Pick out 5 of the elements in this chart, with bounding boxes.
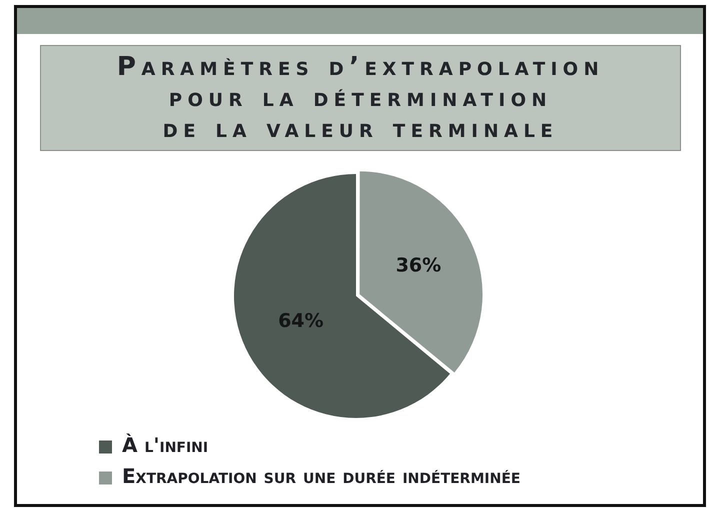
legend-label: Extrapolation sur une durée indéterminée — [122, 464, 520, 488]
data-label: 64% — [278, 310, 324, 332]
data-label: 36% — [396, 254, 442, 277]
legend-label: À l'infini — [122, 433, 208, 458]
chart-title: Paramètres d’extrapolation pour la détermination de la valeur terminale — [116, 52, 604, 144]
